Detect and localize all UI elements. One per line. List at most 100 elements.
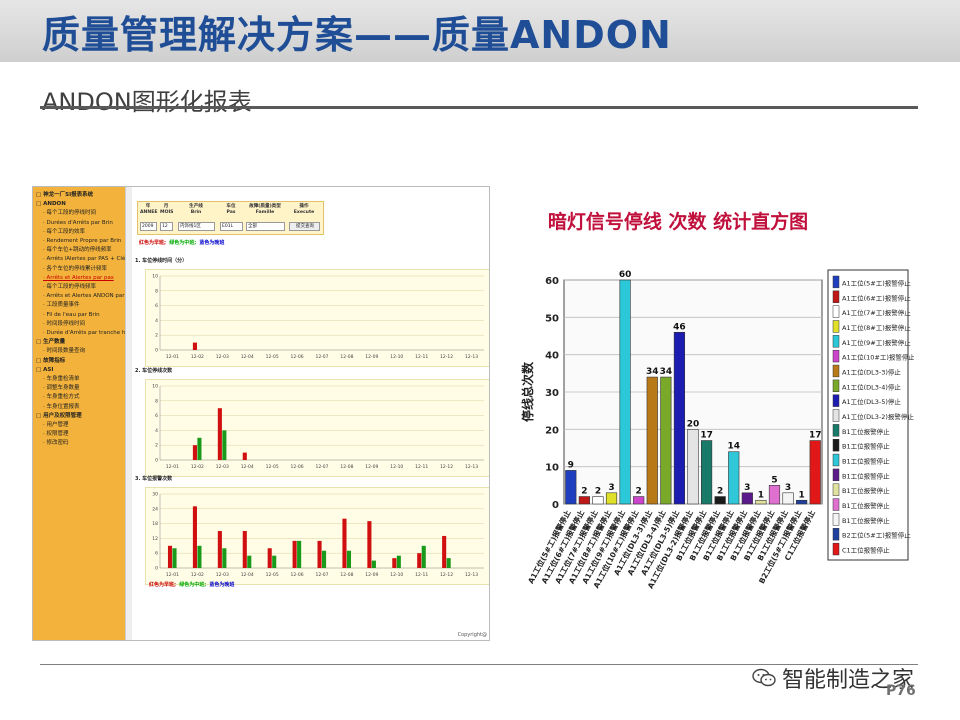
sidebar-item[interactable]: · Arrêts lAlertes par PAS + Clé d'un Bri…	[43, 256, 125, 263]
histogram-bar	[700, 440, 713, 505]
x-tick-label: 12-05	[266, 572, 279, 578]
x-tick-label: 12-01	[166, 354, 179, 360]
bar-value-label: 3	[785, 483, 791, 493]
sidebar-item[interactable]: · 各个车位的停线累计频率	[43, 265, 107, 272]
sidebar-item[interactable]: · 每个工段的停线时间	[43, 210, 96, 217]
sidebar-item[interactable]: · 用户管理	[43, 422, 69, 429]
bar-value-label: 2	[581, 487, 587, 497]
month-select[interactable]: 12	[160, 222, 173, 231]
x-tick-label: 12-03	[216, 354, 229, 360]
wechat-icon	[752, 668, 776, 687]
family-select[interactable]: 全部	[246, 222, 285, 231]
sidebar-item[interactable]: □ 用户及权限管理	[36, 412, 82, 419]
legend-swatch	[832, 320, 840, 333]
x-tick-label: 12-08	[340, 572, 353, 578]
sidebar-item[interactable]: · 修改密码	[43, 440, 69, 447]
legend-swatch	[832, 290, 840, 303]
x-tick-label: 12-09	[365, 464, 378, 470]
legend-swatch	[832, 513, 840, 526]
execute-button[interactable]: 提交查询	[289, 222, 320, 231]
shift-legend-bottom: 红色为早班; 绿色为中班; 蓝色为晚班	[149, 581, 234, 588]
filter-panel: 2009 12 内饰线1区 E01L 全部 提交查询 年 ANNEE 月 MOIS…	[137, 201, 324, 235]
x-tick-label: 12-07	[315, 464, 328, 470]
legend-swatch	[832, 394, 840, 407]
bar-value-label: 17	[809, 431, 822, 441]
x-tick-label: 12-07	[315, 354, 328, 360]
sidebar-item[interactable]: · 工段质量事件	[43, 302, 80, 309]
y-tick-label: 6	[155, 551, 158, 557]
sidebar-item[interactable]: · Rendement Propre par Brin	[43, 238, 122, 245]
bar	[292, 540, 297, 568]
sidebar-item[interactable]: □ ANDON	[36, 201, 66, 208]
y-tick-label: 10	[152, 274, 158, 280]
sidebar-item[interactable]: □ 神龙一厂SI报表系统	[36, 192, 94, 198]
histogram-bar	[619, 279, 631, 505]
chart2-title: 2. 车位停线次数	[135, 368, 173, 374]
slide-title: 质量管理解决方案——质量ANDON	[42, 13, 672, 57]
sidebar-item[interactable]: · 车身重检清单	[43, 376, 80, 383]
sidebar-item[interactable]: · 时间段停线时间	[43, 320, 85, 327]
x-tick-label: 12-12	[440, 464, 453, 470]
x-tick-label: 12-10	[390, 464, 403, 470]
bar	[222, 430, 227, 460]
filter-header: 故障(质量)类型 Famille	[249, 204, 281, 215]
bar	[272, 555, 277, 568]
bar	[342, 518, 347, 568]
sidebar-item[interactable]: · 时间段数量查询	[43, 348, 85, 355]
bar	[392, 558, 397, 568]
chart3-svg: 0 6 12 18 24 30 12-01 12-02 12-03 12-04 12-05 12-06…	[152, 492, 484, 578]
sidebar-item[interactable]: · 每个工段的效率	[43, 228, 85, 235]
legend-swatch	[832, 305, 840, 318]
chart2-panel: 0 2 4 6 8 10 12-01 12-02 12-03 12-04 12-05 12-06 12-…	[145, 379, 489, 477]
histogram-bar	[633, 496, 645, 505]
bar	[367, 521, 372, 568]
y-tick-label: 12	[152, 536, 158, 542]
sidebar-item[interactable]: · Fil de l'eau par Brin	[43, 311, 100, 318]
sidebar-item[interactable]: □ ASI	[36, 366, 54, 373]
sidebar-item[interactable]: · 每个车位+跳动的停线频率	[43, 247, 112, 254]
x-tick-label: 12-10	[390, 572, 403, 578]
sidebar-item[interactable]: □ 故障指标	[36, 357, 66, 364]
x-tick-label: 12-03	[216, 572, 229, 578]
legend-swatch	[832, 439, 840, 452]
legend-swatch	[832, 275, 840, 289]
sidebar-item[interactable]: · 车身位置报表	[43, 403, 80, 410]
shift-legend-top: 红色为早班; 绿色为中班; 蓝色为晚班	[139, 239, 224, 246]
sidebar-item[interactable]: · Durées d'Arrêts par Brin	[43, 219, 113, 226]
line-select[interactable]: 内饰线1区	[178, 222, 215, 231]
bar	[317, 540, 322, 568]
sidebar-item[interactable]: · 权限管理	[43, 431, 69, 438]
bar-value-label: 1	[798, 490, 804, 500]
sidebar-item[interactable]: · 每个工段的停线频率	[43, 284, 96, 291]
bar	[346, 550, 352, 568]
legend-entry: A1工位(5#工)报警停止	[842, 278, 911, 287]
sidebar-item[interactable]: □ 生产数量	[36, 339, 66, 346]
slide-subtitle: ANDON图形化报表	[42, 88, 252, 116]
bar	[417, 553, 422, 568]
sidebar-item[interactable]: · 车身重检方式	[43, 394, 80, 401]
legend-swatch	[832, 424, 840, 437]
sidebar-item[interactable]: · Durée d'Arrêts par tranche horaire	[43, 330, 125, 337]
y-tick-label: 4	[155, 318, 158, 324]
page-number: P76	[886, 683, 916, 699]
sidebar-splitter[interactable]	[125, 187, 132, 640]
legend-swatch	[832, 528, 840, 541]
y-tick-label: 30	[152, 492, 158, 498]
year-select[interactable]: 2009	[140, 222, 157, 231]
y-tick-label: 6	[155, 413, 158, 419]
legend-entry: B1工位报警停止	[842, 501, 890, 510]
legend-entry: B2工位(5#工)报警停止	[842, 531, 911, 540]
chart3-title: 3. 车位报警次数	[135, 476, 173, 482]
sidebar-item[interactable]: · 调整车身数量	[43, 385, 80, 392]
legend-blue-bottom: 蓝色为晚班	[209, 582, 235, 588]
bar	[197, 437, 202, 460]
sidebar-item[interactable]: · Arrêts et Alertes par pas	[43, 274, 114, 281]
x-tick-label: 12-12	[440, 572, 453, 578]
legend-entry: A1工位(6#工)报警停止	[842, 293, 911, 302]
bar	[192, 445, 197, 460]
pas-select[interactable]: E01L	[220, 222, 243, 231]
legend-entry: A1工位(DL3-3)停止	[842, 367, 901, 376]
x-tick-label: 12-10	[390, 354, 403, 360]
x-tick-label: 12-06	[291, 464, 304, 470]
sidebar-item[interactable]: · Arrêts et Alertes ANDON par Brin	[43, 293, 125, 300]
